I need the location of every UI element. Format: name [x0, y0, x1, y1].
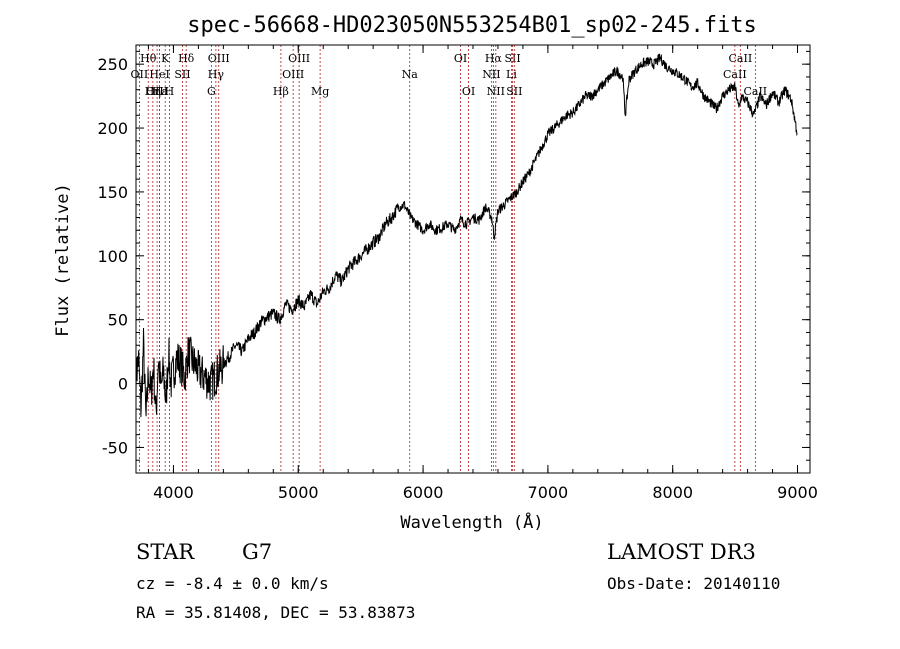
object-class: STAR: [136, 540, 195, 564]
line-label: CaII: [723, 68, 747, 81]
line-label: Na: [402, 68, 419, 81]
y-tick-label: 50: [108, 311, 128, 330]
line-label: NII: [482, 68, 500, 81]
x-axis: 4000 5000 6000 7000 8000 9000: [147, 45, 818, 502]
y-axis: -50 0 50 100 150 200 250: [97, 50, 810, 461]
survey-name: LAMOST DR3: [607, 540, 756, 564]
coordinates: RA = 35.81408, DEC = 53.83873: [136, 603, 416, 622]
line-label: OIII: [146, 85, 168, 98]
y-tick-label: 250: [97, 55, 128, 74]
line-label: CaII: [743, 85, 767, 98]
line-label: Hγ: [208, 68, 225, 81]
line-label: Li: [506, 68, 517, 81]
line-label: NII: [487, 85, 505, 98]
line-label: H: [165, 85, 175, 98]
plot-frame: [135, 44, 811, 474]
line-label: Hβ: [273, 85, 289, 98]
redshift-value: cz = -8.4 ± 0.0 km/s: [136, 574, 329, 593]
line-label: Hη: [145, 85, 161, 98]
x-axis-label: Wavelength (Å): [400, 511, 543, 533]
x-tick-label: 7000: [528, 483, 569, 502]
line-label: OI: [462, 85, 475, 98]
line-label: OIII: [208, 52, 230, 65]
line-label: CaII: [729, 52, 753, 65]
x-tick-label: 5000: [278, 483, 319, 502]
y-tick-label: 150: [97, 183, 128, 202]
x-tick-label: 4000: [153, 483, 194, 502]
x-tick-label: 6000: [403, 483, 444, 502]
line-label: K: [161, 52, 170, 65]
y-tick-label: 200: [97, 119, 128, 138]
line-label: OIII: [282, 68, 304, 81]
line-label: Hα: [485, 52, 503, 65]
spectrum-line: [135, 53, 798, 418]
y-tick-label: 0: [118, 375, 128, 394]
line-label: Hε: [152, 85, 168, 98]
y-tick-label: 100: [97, 247, 128, 266]
line-label: Mg: [311, 85, 329, 98]
x-tick-label: 9000: [777, 483, 818, 502]
x-tick-label: 8000: [652, 483, 693, 502]
line-label: OI: [454, 52, 467, 65]
subclass: G7: [242, 540, 273, 564]
chart-title: spec-56668-HD023050N553254B01_sp02-245.f…: [187, 13, 757, 38]
line-label: G: [207, 85, 216, 98]
line-label: OII: [131, 68, 149, 81]
line-label: HeI: [149, 68, 169, 81]
y-tick-label: -50: [102, 438, 128, 457]
line-label: SII: [504, 52, 520, 65]
line-label: SII: [506, 85, 522, 98]
line-label: Hθ: [140, 52, 157, 65]
obs-date: Obs-Date: 20140110: [607, 574, 781, 593]
line-label: SII: [174, 68, 190, 81]
y-axis-label: Flux (relative): [53, 183, 73, 337]
line-label: OIII: [288, 52, 310, 65]
line-label: Hδ: [178, 52, 195, 65]
